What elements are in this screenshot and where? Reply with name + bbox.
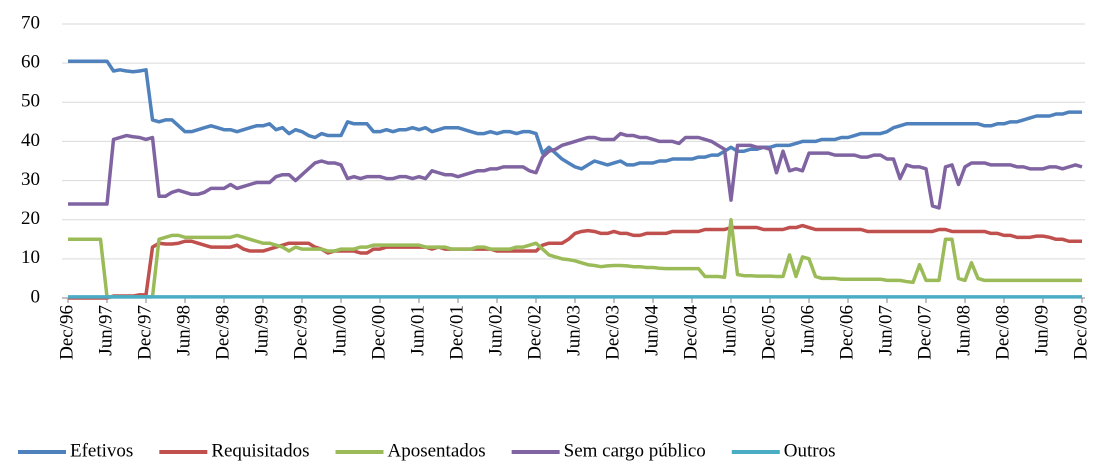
x-tick-label: Jun/06 [797, 305, 818, 356]
series-line [68, 131, 1083, 210]
y-tick-label: 30 [21, 169, 40, 190]
x-tick-label: Jun/04 [641, 305, 662, 356]
y-tick-label: 50 [21, 91, 40, 112]
x-tick-label: Jun/01 [407, 305, 428, 356]
y-tick-label: 70 [21, 12, 40, 33]
x-tick-label: Jun/98 [173, 305, 194, 356]
x-tick-label: Dec/02 [524, 305, 545, 360]
x-tick-label: Jun/97 [95, 305, 116, 356]
x-tick-label: Dec/05 [758, 305, 779, 360]
x-tick-label: Dec/08 [992, 305, 1013, 360]
x-tick-label: Dec/01 [446, 305, 467, 360]
series-line [68, 217, 1082, 299]
x-tick-label: Dec/06 [836, 305, 857, 360]
x-tick-label: Dec/04 [680, 305, 701, 360]
x-tick-label: Jun/08 [953, 305, 974, 356]
y-tick-label: 40 [21, 130, 40, 151]
legend-label: Efetivos [70, 440, 133, 461]
x-tick-label: Dec/98 [212, 305, 233, 360]
x-tick-label: Dec/00 [368, 305, 389, 360]
x-tick-label: Dec/96 [56, 305, 77, 360]
x-tick-label: Jun/07 [875, 305, 896, 356]
y-tick-label: 10 [21, 247, 40, 268]
x-tick-label: Dec/07 [914, 305, 935, 360]
y-tick-label: 20 [21, 208, 40, 229]
x-tick-label: Dec/09 [1070, 305, 1091, 360]
series-line [68, 223, 1082, 300]
y-tick-label: 60 [21, 52, 40, 73]
legend-label: Requisitados [211, 440, 309, 461]
series-line [68, 59, 1082, 171]
y-tick-label: 0 [31, 286, 41, 307]
x-tick-label: Jun/00 [329, 305, 350, 356]
x-tick-label: Dec/97 [134, 305, 155, 360]
x-tick-label: Jun/99 [251, 305, 272, 356]
legend-label: Aposentados [388, 440, 486, 461]
legend-label: Outros [784, 440, 836, 461]
x-tick-label: Dec/99 [290, 305, 311, 360]
x-tick-label: Jun/02 [485, 305, 506, 356]
x-tick-label: Dec/03 [602, 305, 623, 360]
x-tick-label: Jun/05 [719, 305, 740, 356]
x-tick-label: Jun/09 [1031, 305, 1052, 356]
x-tick-label: Jun/03 [563, 305, 584, 356]
legend-label: Sem cargo público [564, 440, 706, 461]
